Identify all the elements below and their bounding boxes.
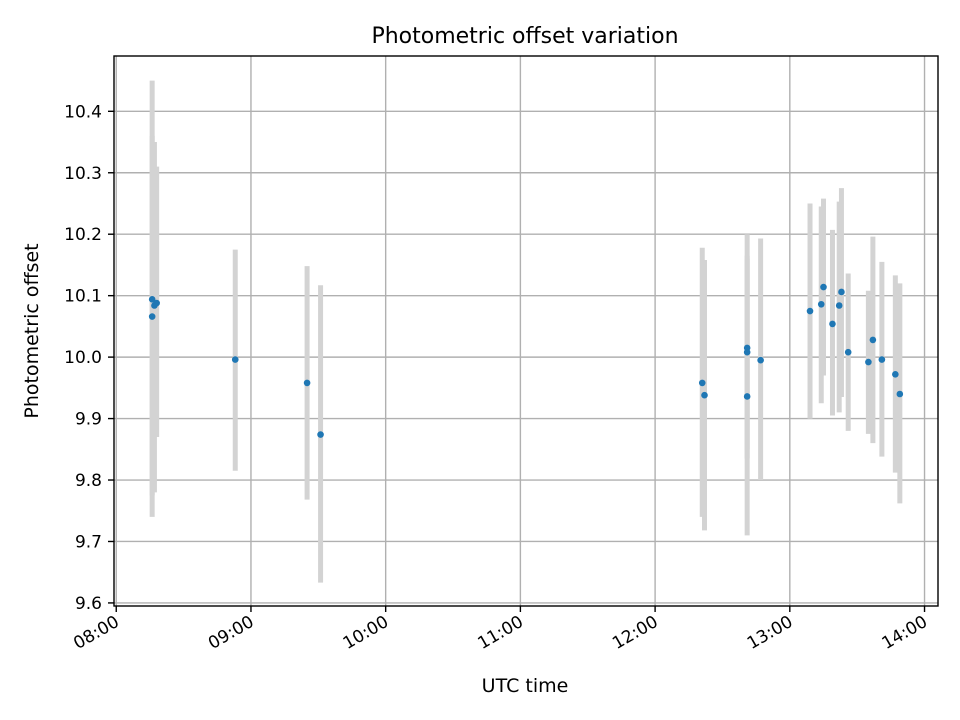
data-point (698, 379, 706, 387)
data-point (743, 393, 751, 400)
y-tick-label: 10.3 (64, 164, 102, 184)
data-point (835, 302, 843, 309)
y-tick-label: 10.4 (64, 102, 102, 122)
y-axis: 9.6 9.7 9.8 9.9 10.0 10.1 10.2 10.3 10.4 (64, 102, 114, 614)
data-point (829, 320, 836, 328)
y-tick-label: 10.0 (64, 348, 102, 368)
data-point (878, 356, 886, 363)
data-point (757, 356, 764, 364)
y-tick-label: 9.7 (75, 532, 102, 552)
data-point (701, 391, 708, 399)
data-points (148, 283, 904, 438)
data-point (892, 371, 899, 378)
data-point (148, 313, 156, 320)
data-point (838, 288, 845, 296)
y-tick-label: 10.2 (64, 225, 102, 245)
data-point (148, 296, 156, 303)
grid (114, 56, 938, 606)
data-point (896, 390, 904, 398)
data-point (153, 299, 160, 307)
y-tick-label: 9.9 (75, 410, 102, 430)
y-tick-label: 9.8 (75, 471, 102, 491)
x-axis-label: UTC time (482, 675, 569, 697)
data-point (869, 336, 877, 344)
plot-frame (113, 55, 939, 607)
y-tick-label: 9.6 (75, 594, 102, 614)
data-point (865, 358, 872, 366)
chart-title: Photometric offset variation (371, 24, 678, 49)
data-point (806, 307, 814, 315)
data-point (743, 348, 751, 356)
data-point (231, 356, 239, 363)
data-point (817, 300, 825, 308)
data-point (303, 379, 311, 387)
data-point (317, 431, 324, 438)
data-point (844, 348, 852, 356)
y-tick-label: 10.1 (64, 287, 102, 307)
y-axis-label: Photometric offset (21, 243, 43, 418)
data-point (820, 283, 827, 291)
